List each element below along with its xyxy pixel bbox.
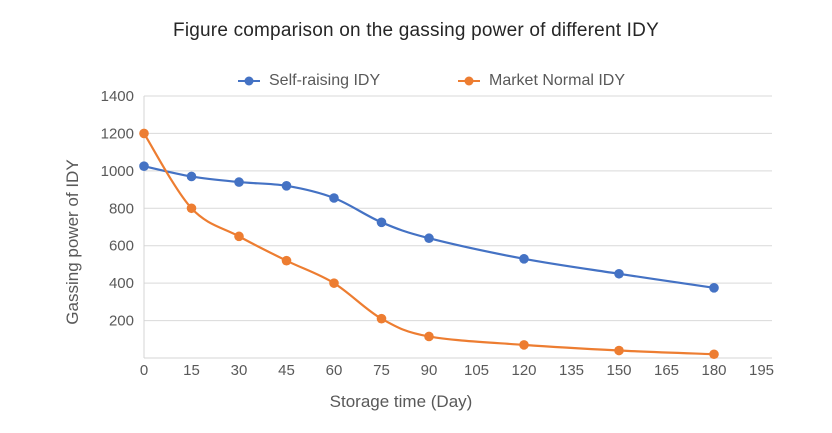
data-point (234, 231, 244, 242)
x-tick-label: 90 (421, 362, 438, 379)
data-point (281, 255, 292, 266)
data-point (614, 268, 624, 279)
x-tick-label: 0 (140, 362, 148, 379)
data-point (614, 345, 624, 356)
data-point (186, 171, 197, 182)
x-tick-label: 180 (701, 362, 726, 379)
data-point (281, 181, 292, 191)
x-tick-label: 120 (511, 362, 536, 379)
data-point (709, 283, 719, 293)
y-tick-label: 1400 (101, 88, 134, 105)
y-tick-label: 400 (109, 275, 134, 292)
data-point (709, 349, 719, 360)
x-tick-label: 60 (326, 362, 343, 379)
x-axis-title: Storage time (Day) (329, 392, 473, 411)
x-tick-label: 150 (606, 362, 631, 379)
y-axis-title: Gassing power of IDY (63, 159, 82, 325)
legend-marker-self-raising-icon (238, 76, 260, 87)
x-tick-label: 105 (464, 362, 489, 379)
x-tick-label: 45 (278, 362, 295, 379)
y-tick-label: 1000 (101, 163, 134, 180)
legend-item-self-raising: Self-raising IDY (238, 71, 380, 91)
data-point (424, 233, 434, 244)
legend-marker-market-normal-icon (458, 76, 480, 87)
y-tick-label: 200 (109, 313, 134, 330)
data-point (376, 217, 387, 228)
series-line-0 (142, 165, 716, 289)
data-point (329, 278, 339, 288)
legend-item-market-normal: Market Normal IDY (458, 71, 625, 91)
x-tick-label: 135 (559, 362, 584, 379)
data-point (519, 340, 529, 350)
series-line-1 (142, 132, 716, 356)
x-tick-label: 165 (654, 362, 679, 379)
x-tick-label: 75 (373, 362, 390, 379)
data-point (329, 193, 339, 203)
data-point (234, 177, 244, 187)
x-tick-label: 15 (183, 362, 200, 379)
data-point (424, 331, 434, 342)
x-tick-label: 30 (231, 362, 248, 379)
chart-title: Figure comparison on the gassing power o… (173, 20, 659, 41)
data-point (139, 128, 149, 139)
y-tick-label: 600 (109, 238, 134, 255)
data-point (519, 254, 529, 264)
y-tick-label: 1200 (101, 125, 134, 142)
data-point (139, 161, 149, 171)
data-point (376, 313, 387, 324)
data-point (186, 203, 197, 214)
y-tick-label: 800 (109, 200, 134, 217)
legend-label-self-raising: Self-raising IDY (269, 72, 381, 89)
legend-label-market-normal: Market Normal IDY (489, 72, 626, 89)
x-tick-label: 195 (749, 362, 774, 379)
